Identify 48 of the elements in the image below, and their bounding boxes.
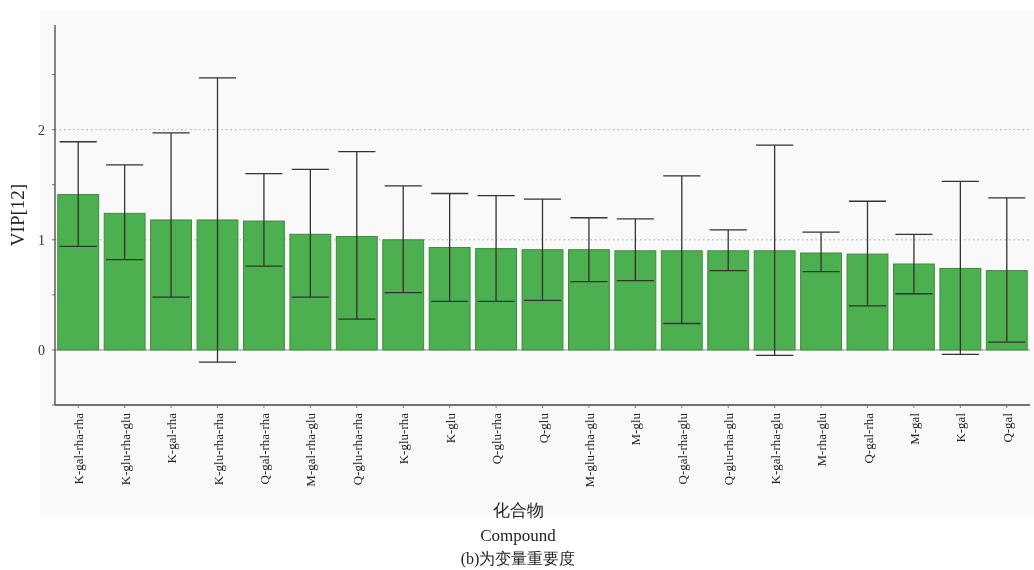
bar (753, 250, 796, 351)
x-tick-label: Q-glu-rha-rha (349, 412, 365, 486)
x-tick-label: M-gal-rha-glu (303, 412, 319, 487)
bar (57, 194, 100, 351)
x-tick-label: M-glu (628, 412, 644, 446)
x-tick-label: Q-gal-rha (860, 412, 876, 464)
x-axis-title: 化合物 Compound (480, 501, 557, 545)
x-tick-label: K-glu (442, 412, 458, 444)
bar (614, 250, 657, 351)
x-tick-label: Q-gal (999, 412, 1015, 443)
bar (196, 219, 239, 351)
bar (521, 249, 564, 351)
x-tick-label: K-glu-rha-rha (210, 412, 226, 486)
bar (660, 250, 703, 351)
x-tick-label: M-gal (906, 412, 922, 445)
y-axis-title: VIP[12] (7, 183, 28, 247)
bar (568, 249, 610, 351)
x-tick-label: Q-glu-rha (489, 412, 505, 465)
x-tick-label: K-gal-rha-rha (71, 412, 87, 485)
bar (103, 212, 146, 351)
x-tick-label: M-rha-glu (814, 412, 830, 467)
bar (382, 239, 425, 351)
bar (707, 250, 750, 351)
x-tick-label: K-gal (953, 412, 969, 443)
bar (893, 263, 935, 351)
y-tick-label: 1 (38, 232, 45, 248)
y-tick-label: 2 (38, 122, 45, 138)
bar (939, 267, 982, 351)
bar (335, 235, 378, 351)
bar (985, 270, 1028, 351)
x-tick-label: K-gal-rha-glu (767, 412, 783, 485)
bar (243, 220, 285, 351)
x-tick-label: Q-glu-rha-glu (721, 412, 737, 486)
y-tick-label: 0 (38, 342, 45, 358)
bar (150, 219, 192, 351)
bar (289, 233, 332, 351)
x-tick-label: K-glu-rha-glu (117, 412, 133, 486)
x-tick-label: K-gal-rha (164, 412, 180, 464)
x-tick-label: Q-gal-rha-glu (674, 412, 690, 485)
x-tick-label: Q-glu (535, 412, 551, 444)
bar (428, 246, 471, 351)
x-tick-label: K-glu-rha (396, 412, 412, 465)
bar (475, 248, 517, 351)
x-tick-label: M-glu-rha-glu (581, 412, 597, 488)
x-tick-label: Q-gal-rha-rha (256, 412, 272, 485)
text: (b)为变量重要度 (460, 550, 576, 568)
bar (800, 252, 842, 351)
bar (846, 253, 889, 351)
